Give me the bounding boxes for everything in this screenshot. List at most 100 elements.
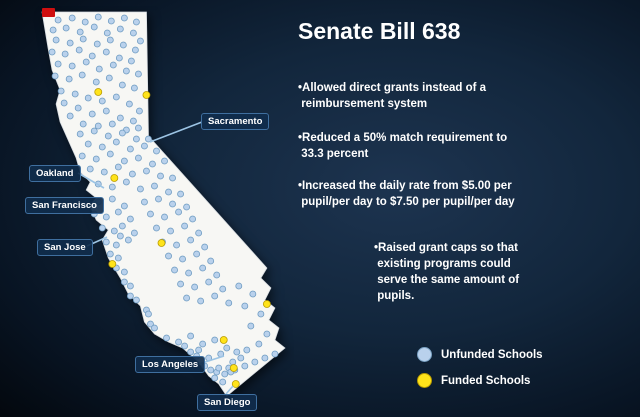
unfunded-school-dot xyxy=(102,107,110,115)
unfunded-school-dot xyxy=(71,90,79,98)
unfunded-school-dot xyxy=(199,340,207,348)
unfunded-school-dot xyxy=(145,135,152,143)
unfunded-school-dot xyxy=(255,340,263,348)
unfunded-school-dot xyxy=(115,54,123,62)
unfunded-school-dot xyxy=(110,227,118,235)
bullet-grant-caps: •Raised grant caps so that existing prog… xyxy=(374,242,520,302)
unfunded-school-dot xyxy=(88,110,96,118)
unfunded-school-dot xyxy=(205,278,213,286)
unfunded-school-dot xyxy=(120,157,128,165)
unfunded-school-dot xyxy=(102,213,110,221)
unfunded-school-dot xyxy=(145,310,152,318)
unfunded-school-dot xyxy=(122,67,130,75)
unfunded-school-dot xyxy=(215,364,223,372)
unfunded-school-dot xyxy=(52,36,60,44)
unfunded-school-dot xyxy=(82,58,90,66)
unfunded-school-dot xyxy=(107,17,115,25)
unfunded-school-dot xyxy=(181,222,189,230)
unfunded-school-dot xyxy=(120,268,128,276)
unfunded-school-dot xyxy=(131,46,139,54)
city-label: San Jose xyxy=(37,239,93,256)
unfunded-school-dot xyxy=(108,195,116,203)
unfunded-school-dot xyxy=(95,65,103,73)
unfunded-school-dot xyxy=(175,338,182,346)
unfunded-school-dot xyxy=(124,236,132,244)
unfunded-school-dot xyxy=(109,61,117,69)
unfunded-school-dot xyxy=(118,129,126,137)
city-label: Sacramento xyxy=(201,113,270,130)
unfunded-school-dot xyxy=(187,348,195,356)
unfunded-school-dot xyxy=(185,269,193,277)
unfunded-school-dot xyxy=(108,183,116,191)
unfunded-school-dot xyxy=(135,124,142,132)
unfunded-school-dot xyxy=(211,374,219,382)
funded-dot-icon xyxy=(417,373,432,388)
unfunded-school-dot xyxy=(79,35,87,43)
unfunded-school-dot xyxy=(78,152,86,160)
unfunded-school-dot xyxy=(137,185,144,193)
unfunded-school-dot xyxy=(129,117,137,125)
unfunded-school-dot xyxy=(130,84,138,92)
unfunded-school-dot xyxy=(75,46,83,54)
unfunded-school-dot xyxy=(94,180,102,188)
unfunded-school-dot xyxy=(193,250,201,258)
unfunded-school-dot xyxy=(129,29,137,37)
unfunded-school-dot xyxy=(177,190,184,198)
unfunded-school-dot xyxy=(155,195,162,203)
unfunded-school-dot xyxy=(93,40,101,48)
city-label: San Francisco xyxy=(25,197,104,214)
unfunded-school-dot xyxy=(60,99,68,107)
unfunded-school-dot xyxy=(88,52,96,60)
unfunded-school-dot xyxy=(112,241,120,249)
unfunded-school-dot xyxy=(120,278,128,286)
unfunded-school-dot xyxy=(167,227,174,235)
unfunded-school-dot xyxy=(221,370,229,378)
unfunded-school-dot xyxy=(183,203,191,211)
unfunded-school-dot xyxy=(120,202,128,210)
legend-item-funded: Funded Schools xyxy=(417,373,530,388)
unfunded-school-dot xyxy=(217,350,225,358)
unfunded-school-dot xyxy=(249,290,257,298)
unfunded-school-dot xyxy=(201,243,209,251)
bullet-match-requirement: •Reduced a 50% match requirement to 33.3… xyxy=(298,132,508,160)
unfunded-school-dot xyxy=(81,18,89,26)
unfunded-school-dot xyxy=(199,264,207,272)
funded-school-dot xyxy=(108,260,117,268)
unfunded-school-dot xyxy=(237,354,245,362)
unfunded-school-dot xyxy=(126,282,134,290)
unfunded-school-dot xyxy=(161,213,168,221)
unfunded-school-dot xyxy=(114,163,122,171)
unfunded-school-dot xyxy=(207,257,215,265)
funded-school-dot xyxy=(142,91,151,99)
unfunded-school-dot xyxy=(68,62,76,70)
unfunded-school-dot xyxy=(135,70,142,78)
unfunded-dot-icon xyxy=(417,347,432,362)
unfunded-school-dot xyxy=(112,93,120,101)
unfunded-school-dot xyxy=(78,71,86,79)
unfunded-school-dot xyxy=(112,138,120,146)
unfunded-school-dot xyxy=(126,215,134,223)
unfunded-school-dot xyxy=(108,120,116,128)
unfunded-school-dot xyxy=(79,120,87,128)
unfunded-school-dot xyxy=(116,232,124,240)
unfunded-school-dot xyxy=(68,14,76,22)
legend-item-unfunded: Unfunded Schools xyxy=(417,347,543,362)
unfunded-school-dot xyxy=(165,252,172,260)
unfunded-school-dot xyxy=(177,280,184,288)
unfunded-school-dot xyxy=(147,320,154,328)
unfunded-school-dot xyxy=(48,48,56,56)
unfunded-school-dot xyxy=(189,215,197,223)
california-map xyxy=(41,11,286,397)
bullet-daily-rate: •Increased the daily rate from $5.00 per… xyxy=(298,180,515,208)
unfunded-school-dot xyxy=(197,297,205,305)
unfunded-school-dot xyxy=(130,229,138,237)
unfunded-school-dot xyxy=(161,157,168,165)
unfunded-school-dot xyxy=(263,330,271,338)
unfunded-school-dot xyxy=(98,143,106,151)
unfunded-school-dot xyxy=(76,28,84,36)
slide-title: Senate Bill 638 xyxy=(298,18,461,44)
unfunded-school-dot xyxy=(141,142,148,150)
unfunded-school-dot xyxy=(229,358,237,366)
unfunded-school-dot xyxy=(128,170,136,178)
